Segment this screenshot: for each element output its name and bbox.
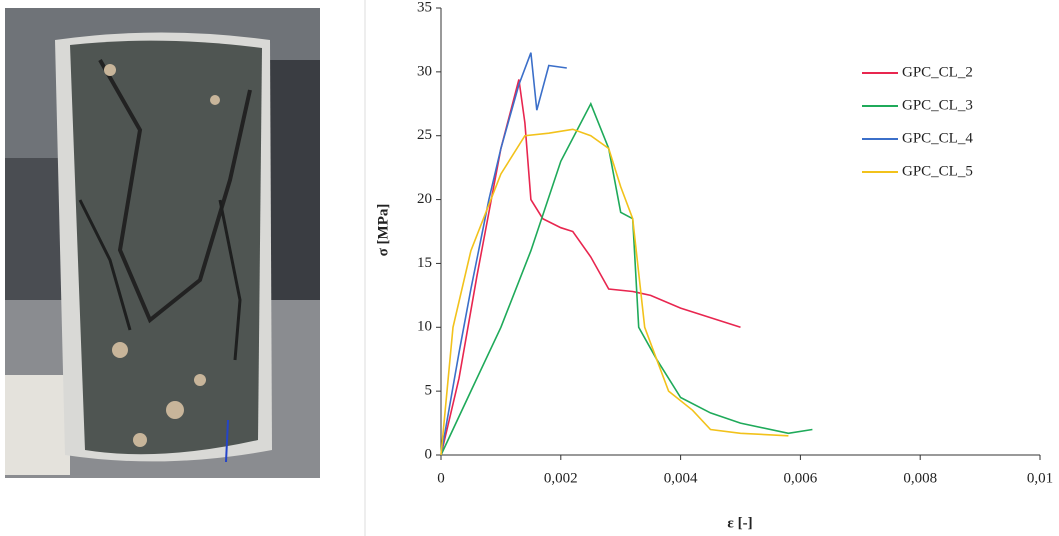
y-tick-label: 25 [417,127,432,143]
y-tick-label: 15 [417,255,432,271]
x-tick-label: 0,01 [1027,470,1053,486]
x-tick-label: 0 [437,470,445,486]
specimen-photo [5,8,320,478]
legend-label: GPC_CL_3 [902,97,973,113]
y-tick-label: 35 [417,0,432,15]
x-tick-label: 0,002 [544,470,578,486]
x-axis-label: ε [-] [727,515,752,531]
series-line [440,128,789,456]
x-tick-label: 0,004 [664,470,698,486]
series-line [440,101,813,456]
series-line [440,52,567,456]
y-axis-label: σ [MPa] [375,204,391,257]
legend-label: GPC_CL_5 [902,163,973,179]
legend-label: GPC_CL_2 [902,64,973,80]
x-tick-label: 0,008 [903,470,937,486]
y-tick-label: 20 [417,191,432,207]
y-tick-label: 10 [417,319,432,335]
y-tick-label: 5 [425,383,433,399]
x-tick-label: 0,006 [784,470,818,486]
y-tick-label: 0 [425,446,433,462]
legend-label: GPC_CL_4 [902,130,973,146]
y-tick-label: 30 [417,63,432,79]
